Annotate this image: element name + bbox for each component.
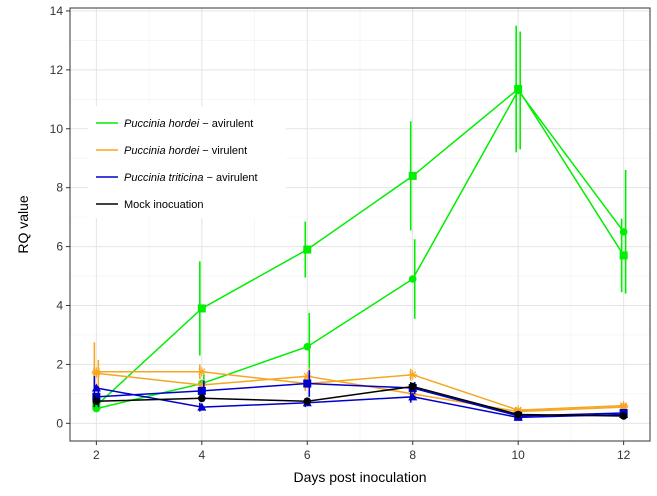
- legend-item-4: Mock inocuation: [96, 199, 204, 211]
- y-tick-label: 14: [50, 4, 64, 18]
- y-axis-title: RQ value: [15, 195, 31, 254]
- y-tick-label: 12: [50, 63, 64, 77]
- series-4-line-1: [92, 382, 628, 420]
- x-tick-label: 8: [409, 448, 416, 462]
- legend-label: Puccinia triticina − avirulent: [124, 172, 258, 184]
- data-point-square: [92, 392, 101, 401]
- x-axis: 2 4 6 8 10 12: [93, 441, 631, 462]
- legend-item-2: Puccinia hordei − virulent: [96, 145, 247, 157]
- data-point-circle: [408, 275, 417, 283]
- data-point-circle: [514, 86, 522, 95]
- data-point-star: [91, 368, 101, 378]
- legend-suffix: − virulent: [199, 145, 247, 157]
- data-point-triangle: [408, 392, 418, 401]
- data-point-square: [619, 251, 628, 260]
- y-tick-label: 0: [56, 416, 63, 430]
- y-tick-label: 6: [56, 240, 63, 254]
- x-axis-title: Days post inoculation: [293, 469, 426, 485]
- data-point-square: [303, 245, 312, 254]
- plot-panel-border: [69, 7, 651, 442]
- legend-species: Mock inocuation: [124, 199, 204, 211]
- star-stroke: [409, 371, 417, 379]
- legend-label: Puccinia hordei − avirulent: [124, 118, 253, 130]
- data-point-circle: [514, 410, 522, 419]
- data-point-circle: [408, 382, 417, 391]
- data-point-square: [197, 304, 206, 313]
- data-point-star: [302, 371, 312, 381]
- star-stroke: [198, 368, 206, 376]
- y-tick-label: 2: [56, 357, 63, 371]
- data-point-circle: [198, 394, 206, 403]
- data-point-square: [197, 386, 206, 395]
- y-tick-label: 4: [56, 299, 63, 313]
- x-tick-label: 2: [93, 448, 100, 462]
- series-line: [96, 385, 624, 417]
- data-point-circle: [303, 397, 312, 406]
- x-tick-label: 10: [512, 448, 526, 462]
- series-line: [96, 387, 624, 419]
- series-line: [96, 89, 625, 410]
- y-axis: 0 2 4 6 8 10 12 14: [50, 4, 70, 430]
- legend-species: Puccinia hordei: [124, 145, 200, 157]
- series-line: [96, 371, 624, 411]
- data-point-circle: [619, 412, 628, 420]
- series-4: [92, 382, 628, 420]
- legend-item-3: Puccinia triticina − avirulent: [96, 172, 258, 184]
- data-point-circle: [92, 397, 101, 406]
- series-layer: [91, 25, 629, 421]
- series-line: [95, 87, 625, 407]
- legend-suffix: − avirulent: [199, 118, 253, 130]
- data-point-star: [408, 370, 418, 380]
- y-tick-label: 8: [56, 181, 63, 195]
- legend-suffix: − avirulent: [203, 172, 257, 184]
- legend-species: Puccinia hordei: [124, 118, 200, 130]
- x-tick-label: 4: [198, 448, 205, 462]
- data-point-star: [197, 367, 207, 377]
- legend-label: Mock inocuation: [124, 199, 204, 211]
- data-point-circle: [619, 228, 628, 236]
- legend-species: Puccinia triticina: [124, 172, 203, 184]
- legend-item-1: Puccinia hordei − avirulent: [96, 118, 253, 130]
- x-tick-label: 12: [617, 448, 631, 462]
- data-point-circle: [303, 342, 312, 351]
- x-tick-label: 6: [304, 448, 311, 462]
- series-1: [92, 25, 628, 413]
- star-stroke: [92, 369, 100, 377]
- data-point-triangle: [197, 402, 207, 411]
- data-point-square: [303, 379, 312, 388]
- data-point-square: [408, 171, 417, 180]
- legend-background: [88, 106, 286, 218]
- y-tick-label: 10: [50, 122, 64, 136]
- legend-label: Puccinia hordei − virulent: [124, 145, 247, 157]
